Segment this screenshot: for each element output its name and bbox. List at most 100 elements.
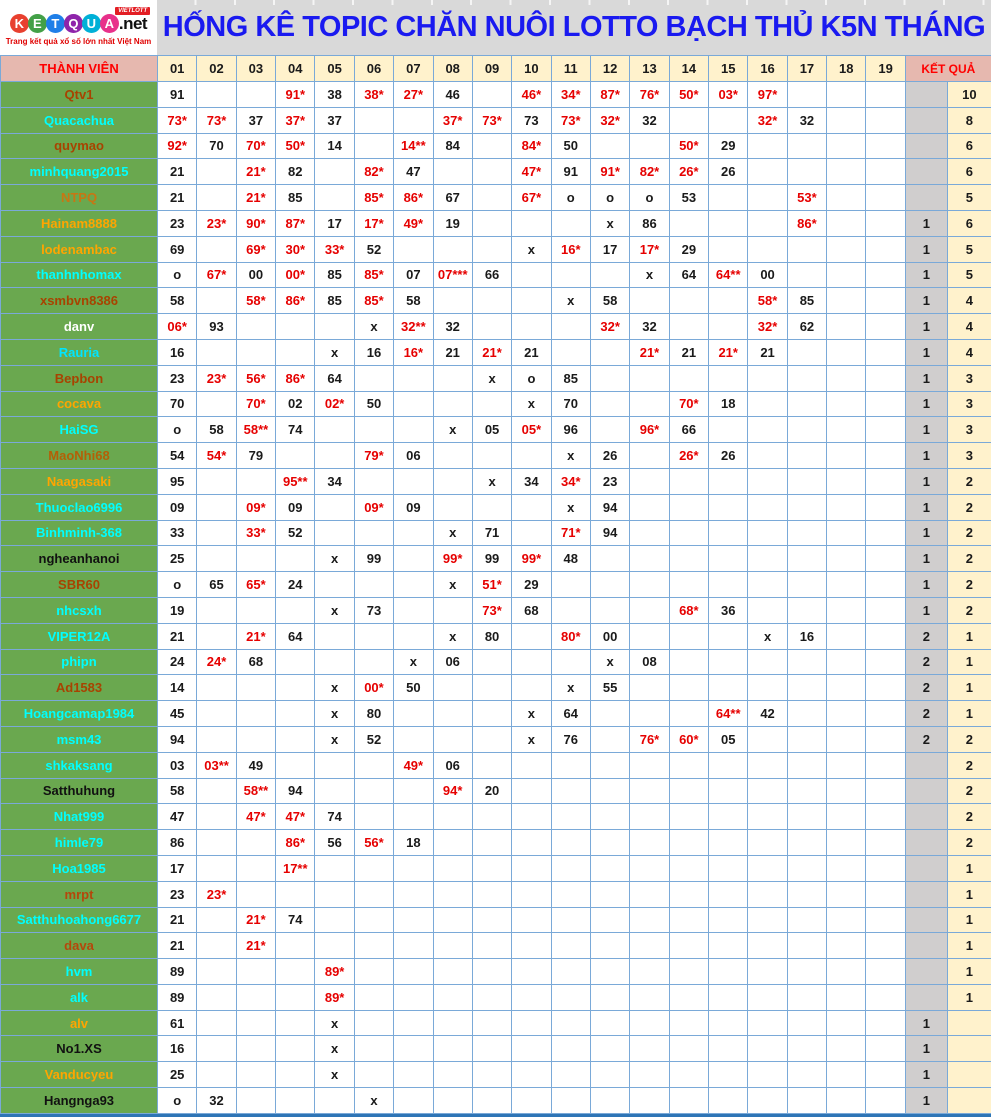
day-cell: 17* bbox=[354, 210, 393, 236]
day-cell bbox=[472, 804, 511, 830]
logo-letter-icon: K bbox=[10, 14, 29, 33]
day-cell: 94 bbox=[158, 726, 197, 752]
day-cell bbox=[748, 984, 787, 1010]
day-cell bbox=[394, 391, 433, 417]
day-cell bbox=[709, 984, 748, 1010]
member-name: phipn bbox=[1, 649, 158, 675]
day-cell bbox=[866, 1036, 905, 1062]
day-cell: 37* bbox=[276, 107, 315, 133]
day-cell bbox=[669, 855, 708, 881]
day-cell bbox=[472, 830, 511, 856]
day-cell bbox=[394, 572, 433, 598]
day-cell: x bbox=[354, 1088, 393, 1114]
day-cell bbox=[748, 494, 787, 520]
result-total-cell: 1 bbox=[947, 675, 991, 701]
day-column-header: 02 bbox=[197, 56, 236, 82]
day-cell bbox=[669, 210, 708, 236]
day-cell bbox=[748, 159, 787, 185]
day-cell bbox=[354, 572, 393, 598]
day-cell: 06* bbox=[158, 314, 197, 340]
day-cell bbox=[669, 1036, 708, 1062]
result-miss-cell bbox=[905, 133, 947, 159]
day-cell bbox=[787, 82, 826, 108]
day-cell: x bbox=[315, 1036, 354, 1062]
member-name: Thuoclao6996 bbox=[1, 494, 158, 520]
day-cell bbox=[748, 236, 787, 262]
day-cell bbox=[276, 1036, 315, 1062]
day-cell bbox=[197, 391, 236, 417]
member-name: dava bbox=[1, 933, 158, 959]
day-cell bbox=[630, 933, 669, 959]
day-cell: 47* bbox=[512, 159, 551, 185]
day-cell bbox=[827, 1062, 866, 1088]
day-cell bbox=[630, 391, 669, 417]
day-cell bbox=[748, 881, 787, 907]
member-name: msm43 bbox=[1, 726, 158, 752]
day-cell bbox=[630, 494, 669, 520]
day-cell: 85* bbox=[354, 185, 393, 211]
day-cell bbox=[197, 907, 236, 933]
member-name: Vanducyeu bbox=[1, 1062, 158, 1088]
site-logo[interactable]: K E T Q U A .net VIETLOTT Trang kết quả … bbox=[0, 0, 157, 55]
day-cell: 21 bbox=[158, 159, 197, 185]
day-cell bbox=[709, 314, 748, 340]
day-cell: 56* bbox=[354, 830, 393, 856]
day-cell: 94 bbox=[276, 778, 315, 804]
day-cell bbox=[472, 210, 511, 236]
day-cell: 80 bbox=[354, 701, 393, 727]
day-cell: 32 bbox=[433, 314, 472, 340]
day-cell bbox=[669, 830, 708, 856]
day-cell: 21* bbox=[236, 185, 275, 211]
day-cell: 69 bbox=[158, 236, 197, 262]
day-cell bbox=[748, 365, 787, 391]
day-cell: 62 bbox=[787, 314, 826, 340]
day-cell bbox=[315, 778, 354, 804]
day-cell bbox=[709, 546, 748, 572]
day-cell bbox=[590, 804, 629, 830]
day-cell bbox=[394, 907, 433, 933]
day-cell: 50 bbox=[551, 133, 590, 159]
day-cell bbox=[472, 159, 511, 185]
result-total-cell: 5 bbox=[947, 262, 991, 288]
day-cell bbox=[197, 1036, 236, 1062]
result-total-cell: 6 bbox=[947, 210, 991, 236]
day-cell bbox=[315, 649, 354, 675]
day-cell: x bbox=[315, 1010, 354, 1036]
result-miss-cell: 1 bbox=[905, 494, 947, 520]
day-cell bbox=[433, 804, 472, 830]
day-cell: 32* bbox=[590, 107, 629, 133]
day-cell bbox=[669, 933, 708, 959]
day-cell bbox=[827, 417, 866, 443]
day-cell bbox=[787, 494, 826, 520]
day-cell: 21 bbox=[158, 623, 197, 649]
day-cell bbox=[315, 314, 354, 340]
day-cell bbox=[748, 391, 787, 417]
day-cell: 85 bbox=[276, 185, 315, 211]
day-cell bbox=[748, 855, 787, 881]
day-column-header: 07 bbox=[394, 56, 433, 82]
result-miss-cell bbox=[905, 881, 947, 907]
member-name: quymao bbox=[1, 133, 158, 159]
day-cell: 58** bbox=[236, 778, 275, 804]
result-total-cell: 1 bbox=[947, 959, 991, 985]
day-cell: 17** bbox=[276, 855, 315, 881]
member-name: hvm bbox=[1, 959, 158, 985]
day-cell bbox=[276, 675, 315, 701]
result-miss-cell: 1 bbox=[905, 520, 947, 546]
member-name: Qtv1 bbox=[1, 82, 158, 108]
day-cell: 73* bbox=[551, 107, 590, 133]
day-cell: 09 bbox=[394, 494, 433, 520]
day-cell: 02* bbox=[315, 391, 354, 417]
day-cell bbox=[748, 778, 787, 804]
day-cell bbox=[669, 778, 708, 804]
day-cell bbox=[827, 365, 866, 391]
day-cell: 26 bbox=[590, 443, 629, 469]
day-cell bbox=[276, 959, 315, 985]
day-cell bbox=[748, 907, 787, 933]
